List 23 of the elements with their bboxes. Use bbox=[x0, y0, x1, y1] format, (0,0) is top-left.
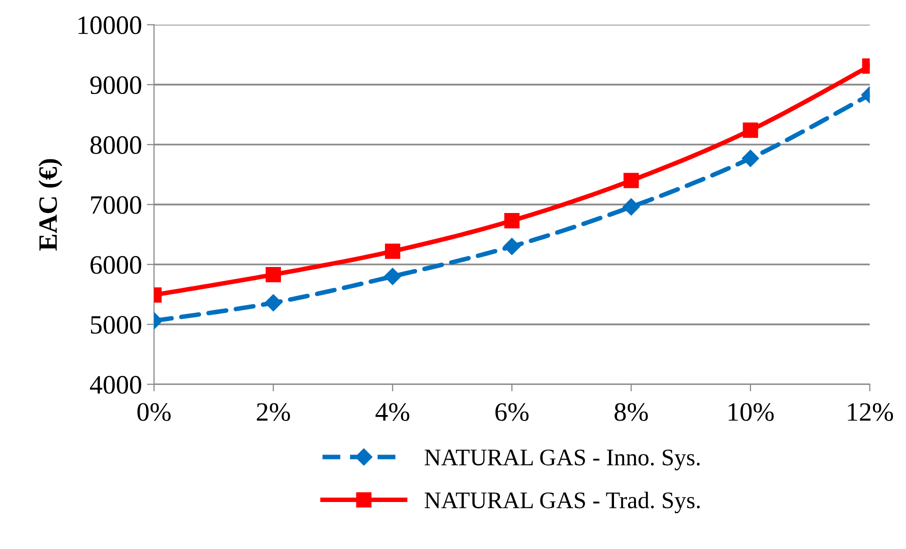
point bbox=[624, 172, 639, 188]
point bbox=[384, 244, 400, 259]
x-tick-label: 0% bbox=[137, 403, 171, 422]
y-tick-label: 5000 bbox=[90, 316, 142, 334]
point bbox=[504, 213, 520, 228]
y-tick-label: 9000 bbox=[90, 76, 142, 94]
y-axis-title: EAC (€) bbox=[38, 159, 62, 251]
x-tick-label: 6% bbox=[495, 403, 529, 422]
point bbox=[384, 268, 402, 285]
legend-label: NATURAL GAS - Inno. Sys. bbox=[424, 450, 700, 470]
y-tick-label: 4000 bbox=[90, 376, 142, 394]
point bbox=[622, 198, 640, 216]
x-tick-label: 12% bbox=[848, 403, 894, 422]
x-tick-label: 2% bbox=[256, 403, 290, 422]
y-tick-label: 10000 bbox=[78, 16, 142, 34]
y-tick-label: 6000 bbox=[90, 256, 142, 274]
point bbox=[503, 238, 520, 256]
y-tick-label: 8000 bbox=[90, 136, 142, 154]
x-tick-label: 10% bbox=[728, 403, 774, 422]
legend-label: NATURAL GAS - Trad. Sys. bbox=[424, 492, 700, 514]
x-tick-label: 8% bbox=[614, 403, 648, 422]
y-tick-label: 7000 bbox=[91, 196, 142, 214]
x-tick-label: 4% bbox=[376, 403, 410, 422]
